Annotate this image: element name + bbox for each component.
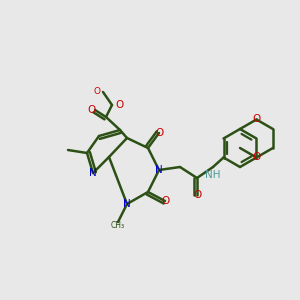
- Text: O: O: [155, 128, 163, 138]
- Text: N: N: [123, 199, 131, 209]
- Text: O: O: [94, 88, 100, 97]
- Text: NH: NH: [205, 170, 221, 180]
- Text: O: O: [252, 152, 261, 163]
- Text: O: O: [116, 100, 124, 110]
- Text: O: O: [87, 105, 95, 115]
- Text: O: O: [252, 115, 261, 124]
- Text: N: N: [155, 165, 163, 175]
- Text: O: O: [193, 190, 201, 200]
- Text: CH₃: CH₃: [111, 221, 125, 230]
- Text: O: O: [161, 196, 169, 206]
- Text: N: N: [89, 168, 97, 178]
